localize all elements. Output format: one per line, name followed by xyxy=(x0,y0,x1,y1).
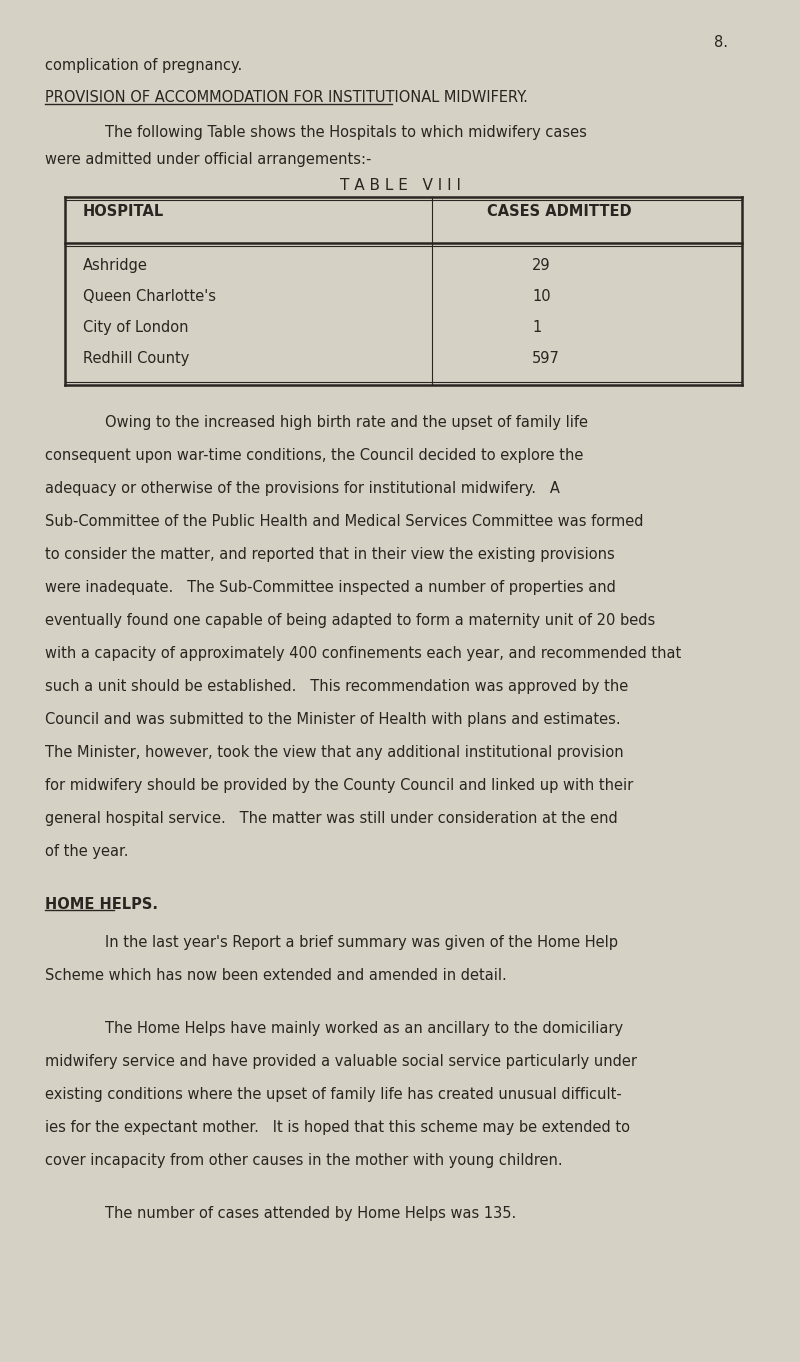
Text: midwifery service and have provided a valuable social service particularly under: midwifery service and have provided a va… xyxy=(45,1054,637,1069)
Text: were admitted under official arrangements:-: were admitted under official arrangement… xyxy=(45,153,371,168)
Text: T A B L E   V I I I: T A B L E V I I I xyxy=(339,178,461,193)
Text: 29: 29 xyxy=(532,257,550,272)
Text: Queen Charlotte's: Queen Charlotte's xyxy=(83,289,216,304)
Text: eventually found one capable of being adapted to form a maternity unit of 20 bed: eventually found one capable of being ad… xyxy=(45,613,655,628)
Text: CASES ADMITTED: CASES ADMITTED xyxy=(487,204,632,219)
Text: such a unit should be established.   This recommendation was approved by the: such a unit should be established. This … xyxy=(45,680,628,695)
Text: with a capacity of approximately 400 confinements each year, and recommended tha: with a capacity of approximately 400 con… xyxy=(45,646,682,661)
Text: for midwifery should be provided by the County Council and linked up with their: for midwifery should be provided by the … xyxy=(45,778,634,793)
Text: The following Table shows the Hospitals to which midwifery cases: The following Table shows the Hospitals … xyxy=(105,125,587,140)
Text: of the year.: of the year. xyxy=(45,844,129,859)
Text: The number of cases attended by Home Helps was 135.: The number of cases attended by Home Hel… xyxy=(105,1205,516,1220)
Text: HOME HELPS.: HOME HELPS. xyxy=(45,898,158,913)
Text: 10: 10 xyxy=(532,289,550,304)
Text: Redhill County: Redhill County xyxy=(83,351,190,366)
Text: adequacy or otherwise of the provisions for institutional midwifery.   A: adequacy or otherwise of the provisions … xyxy=(45,481,560,496)
Text: 8.: 8. xyxy=(714,35,728,50)
Text: The Minister, however, took the view that any additional institutional provision: The Minister, however, took the view tha… xyxy=(45,745,624,760)
Text: cover incapacity from other causes in the mother with young children.: cover incapacity from other causes in th… xyxy=(45,1154,562,1169)
Text: 597: 597 xyxy=(532,351,560,366)
Text: Scheme which has now been extended and amended in detail.: Scheme which has now been extended and a… xyxy=(45,968,506,983)
Text: Council and was submitted to the Minister of Health with plans and estimates.: Council and was submitted to the Ministe… xyxy=(45,712,621,727)
Text: Sub-Committee of the Public Health and Medical Services Committee was formed: Sub-Committee of the Public Health and M… xyxy=(45,513,643,528)
Text: The Home Helps have mainly worked as an ancillary to the domiciliary: The Home Helps have mainly worked as an … xyxy=(105,1022,623,1036)
Text: existing conditions where the upset of family life has created unusual difficult: existing conditions where the upset of f… xyxy=(45,1087,622,1102)
Text: HOSPITAL: HOSPITAL xyxy=(83,204,164,219)
Text: In the last year's Report a brief summary was given of the Home Help: In the last year's Report a brief summar… xyxy=(105,934,618,951)
Text: to consider the matter, and reported that in their view the existing provisions: to consider the matter, and reported tha… xyxy=(45,548,614,563)
Text: ies for the expectant mother.   It is hoped that this scheme may be extended to: ies for the expectant mother. It is hope… xyxy=(45,1120,630,1135)
Text: consequent upon war-time conditions, the Council decided to explore the: consequent upon war-time conditions, the… xyxy=(45,448,583,463)
Text: PROVISION OF ACCOMMODATION FOR INSTITUTIONAL MIDWIFERY.: PROVISION OF ACCOMMODATION FOR INSTITUTI… xyxy=(45,90,528,105)
Text: general hospital service.   The matter was still under consideration at the end: general hospital service. The matter was… xyxy=(45,810,618,825)
Text: complication of pregnancy.: complication of pregnancy. xyxy=(45,59,242,74)
Text: Owing to the increased high birth rate and the upset of family life: Owing to the increased high birth rate a… xyxy=(105,415,588,430)
Text: were inadequate.   The Sub-Committee inspected a number of properties and: were inadequate. The Sub-Committee inspe… xyxy=(45,580,616,595)
Text: 1: 1 xyxy=(532,320,542,335)
Text: City of London: City of London xyxy=(83,320,189,335)
Text: Ashridge: Ashridge xyxy=(83,257,148,272)
